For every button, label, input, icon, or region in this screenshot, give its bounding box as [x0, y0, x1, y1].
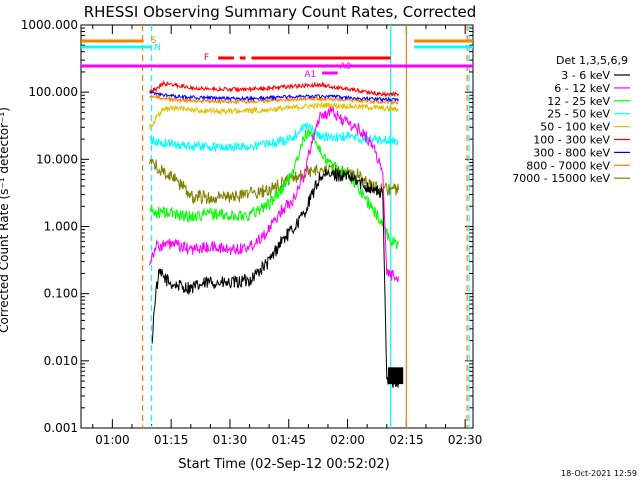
- series-line: [149, 106, 399, 283]
- legend-entry-label: 12 - 25 keV: [547, 95, 610, 108]
- series-line: [149, 93, 399, 106]
- y-tick-label: 1000.000: [21, 18, 78, 32]
- legend-entry-label: 7000 - 15000 keV: [512, 172, 610, 185]
- legend-entry-label: 25 - 50 keV: [547, 108, 610, 121]
- data-block-3-6kev: [387, 367, 404, 385]
- y-axis-label: Corrected Count Rate (s⁻¹ detector⁻¹): [0, 107, 11, 333]
- legend-entry-label: 300 - 800 keV: [533, 146, 610, 159]
- series-line: [149, 128, 399, 250]
- footer-timestamp: 18-Oct-2021 12:59: [561, 469, 637, 478]
- y-tick-label: 100.000: [28, 85, 78, 99]
- y-tick-label: 0.010: [44, 354, 78, 368]
- x-tick-label: 02:00: [330, 433, 365, 447]
- flag-label: S: [151, 36, 157, 46]
- plot-area: 1000.000 100.000 10.000 1.000 0.100 0.010 0.00…: [21, 18, 483, 447]
- y-tick-label: 1.000: [44, 220, 78, 234]
- x-tick-label: 01:00: [95, 433, 130, 447]
- legend-entry-label: 800 - 7000 keV: [526, 159, 610, 172]
- legend-entry-label: 50 - 100 keV: [540, 121, 610, 134]
- flag-label: A0: [340, 62, 352, 72]
- flag-label: A1: [304, 70, 316, 80]
- flag-label: F: [204, 53, 209, 63]
- series-line: [151, 167, 403, 388]
- x-tick-label: 01:15: [154, 433, 189, 447]
- legend-entry-label: 3 - 6 keV: [561, 69, 610, 82]
- y-tick-label: 0.001: [44, 421, 78, 435]
- legend-entry-label: 6 - 12 keV: [554, 82, 610, 95]
- series-line: [149, 158, 399, 206]
- legend-entry-label: 100 - 300 keV: [533, 134, 610, 147]
- series-line: [149, 122, 399, 153]
- plot-frame: [80, 24, 474, 429]
- series-line: [149, 101, 399, 130]
- x-tick-label: 01:30: [213, 433, 248, 447]
- x-axis-label: Start Time (02-Sep-12 00:52:02): [178, 457, 389, 472]
- flag-label: N: [154, 43, 161, 53]
- series-line: [149, 79, 399, 98]
- x-tick-label: 02:15: [389, 433, 424, 447]
- chart-title: RHESSI Observing Summary Count Rates, Co…: [84, 3, 477, 21]
- y-tick-label: 10.000: [36, 152, 78, 166]
- series-line: [149, 89, 399, 103]
- y-tick-label: 0.100: [44, 287, 78, 301]
- legend-title: Det 1,3,5,6,9: [556, 54, 628, 67]
- x-tick-label: 01:45: [271, 433, 306, 447]
- x-tick-label: 02:30: [448, 433, 483, 447]
